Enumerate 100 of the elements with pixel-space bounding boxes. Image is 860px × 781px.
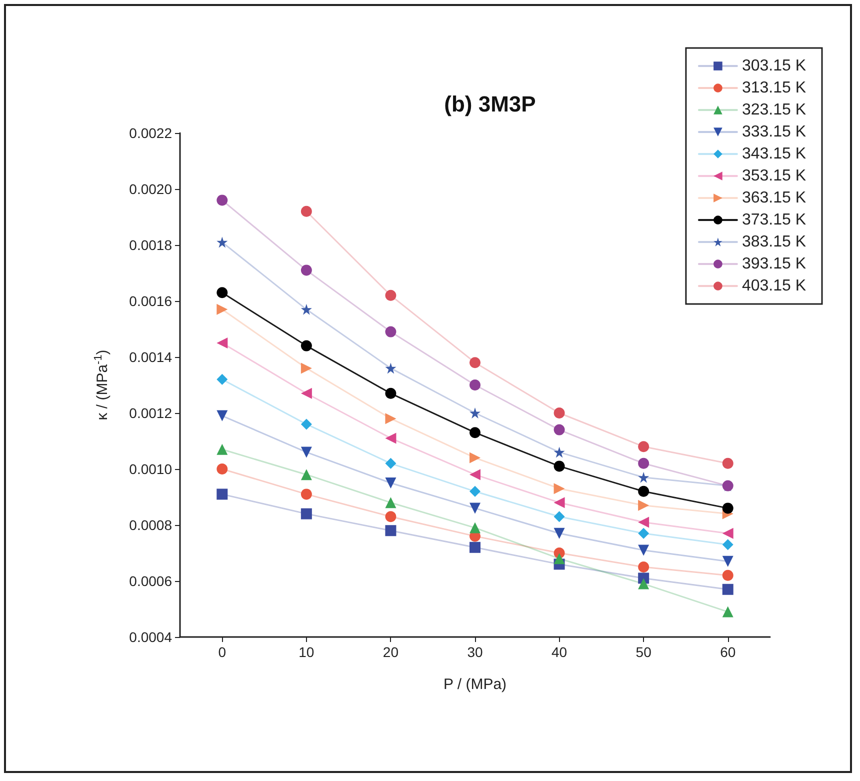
point: [385, 525, 396, 536]
y-tick-label: 0.0018: [129, 237, 172, 253]
point: [470, 522, 480, 534]
point: [300, 469, 312, 480]
point: [722, 539, 734, 550]
point: [385, 511, 396, 522]
point: [300, 488, 312, 500]
point: [216, 287, 228, 298]
legend-label: 373.15 K: [742, 212, 806, 228]
point: [216, 464, 228, 474]
point: [722, 584, 734, 595]
point: [385, 497, 396, 508]
point: [638, 562, 650, 572]
x-tick-label: 50: [636, 644, 652, 660]
legend-label: 393.15 K: [742, 256, 806, 272]
point: [300, 446, 312, 458]
point: [216, 338, 228, 348]
x-axis-title: P / (MPa): [443, 676, 507, 693]
point: [638, 578, 650, 590]
point: [554, 553, 565, 564]
point: [722, 528, 734, 539]
point: [385, 388, 396, 399]
point: [554, 446, 565, 458]
point: [470, 542, 480, 553]
point: [554, 460, 565, 472]
point: [216, 488, 228, 500]
chart-title: (b) 3M3P: [444, 92, 536, 116]
point: [470, 380, 480, 390]
point: [470, 427, 480, 438]
point: [554, 424, 565, 436]
y-tick-label: 0.0006: [129, 573, 172, 589]
point: [300, 340, 312, 352]
point: [722, 458, 734, 469]
point: [470, 486, 480, 497]
point: [216, 194, 228, 206]
point: [470, 452, 480, 464]
legend-label: 403.15 K: [742, 278, 806, 294]
y-tick-label: 0.0008: [129, 517, 172, 533]
point: [722, 502, 734, 514]
legend-label: 383.15 K: [742, 234, 806, 250]
y-tick-label: 0.0020: [129, 181, 172, 197]
legend-label: 353.15 K: [742, 168, 806, 184]
point: [554, 408, 565, 418]
point: [638, 500, 650, 511]
point: [300, 388, 312, 399]
point: [300, 508, 312, 520]
point: [722, 556, 734, 567]
y-tick-label: 0.0016: [129, 293, 172, 309]
point: [216, 410, 228, 422]
y-tick-label: 0.0014: [129, 349, 172, 365]
point: [470, 469, 480, 480]
y-axis-title: κ / (MPa-1): [92, 350, 111, 420]
point: [300, 418, 312, 430]
point: [385, 362, 396, 374]
point: [385, 413, 396, 424]
point: [470, 502, 480, 514]
point: [554, 511, 565, 522]
point: [216, 304, 228, 315]
point: [385, 326, 396, 338]
x-tick-label: 60: [720, 644, 736, 660]
point: [638, 458, 650, 469]
point: [722, 570, 734, 581]
legend-label: 323.15 K: [742, 102, 806, 118]
point: [300, 362, 312, 374]
y-tick-label: 0.0012: [129, 405, 172, 421]
point: [470, 357, 480, 368]
legend-label: 363.15 K: [742, 190, 806, 206]
point: [638, 441, 650, 452]
legend-label: 343.15 K: [742, 146, 806, 162]
legend-label: 333.15 K: [742, 124, 806, 140]
point: [385, 290, 396, 301]
point: [638, 472, 650, 483]
x-tick-label: 20: [382, 644, 399, 660]
point: [385, 478, 396, 488]
point: [638, 528, 650, 539]
legend-label: 303.15 K: [742, 58, 806, 74]
point: [638, 544, 650, 556]
point: [300, 206, 312, 217]
point: [722, 606, 734, 618]
point: [638, 516, 650, 528]
point: [385, 432, 396, 444]
point: [216, 444, 228, 455]
legend-label: 313.15 K: [742, 80, 806, 96]
x-tick-label: 10: [298, 644, 314, 660]
x-tick-label: 30: [467, 644, 483, 660]
y-tick-label: 0.0022: [129, 125, 172, 141]
point: [638, 486, 650, 497]
point: [470, 408, 480, 418]
point: [554, 528, 565, 539]
point: [216, 374, 228, 385]
point: [216, 236, 228, 248]
y-tick-label: 0.0004: [129, 629, 172, 645]
point: [554, 483, 565, 494]
point: [554, 497, 565, 508]
point: [385, 458, 396, 469]
x-tick-label: 0: [218, 644, 226, 660]
point: [300, 264, 312, 276]
x-tick-label: 40: [551, 644, 568, 660]
point: [300, 304, 312, 315]
y-tick-label: 0.0010: [129, 461, 172, 477]
